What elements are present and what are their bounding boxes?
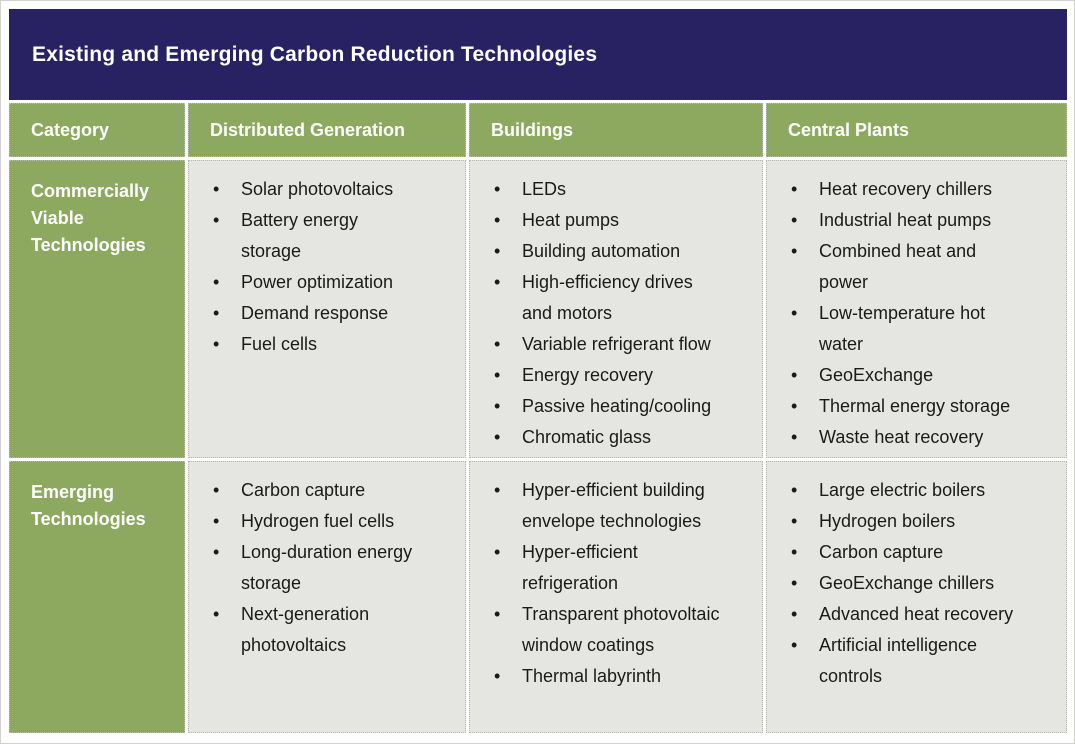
list-item: Long-duration energy storage xyxy=(189,537,422,599)
cell-viable-buildings: LEDsHeat pumpsBuilding automationHigh-ef… xyxy=(469,160,763,458)
list-item: Fuel cells xyxy=(189,329,422,360)
list-item: Heat pumps xyxy=(470,205,725,236)
list-item: Artificial intelligence controls xyxy=(767,630,1022,692)
list-item: Low-temperature hot water xyxy=(767,298,1022,360)
row-label-commercially-viable: Commercially Viable Technologies xyxy=(9,160,185,458)
cell-viable-distributed-generation: Solar photovoltaicsBattery energy storag… xyxy=(188,160,466,458)
list-item: Hyper-efficient refrigeration xyxy=(470,537,725,599)
table-title-bar: Existing and Emerging Carbon Reduction T… xyxy=(9,9,1067,100)
header-label-central-plants: Central Plants xyxy=(788,119,910,140)
bullet-list: Large electric boilersHydrogen boilersCa… xyxy=(767,475,1022,692)
list-item: Hyper-efficient building envelope techno… xyxy=(470,475,725,537)
list-item: Next-generation photovoltaics xyxy=(189,599,422,661)
list-item: Advanced heat recovery xyxy=(767,599,1022,630)
list-item: Large electric boilers xyxy=(767,475,1022,506)
list-item: Variable refrigerant flow xyxy=(470,329,725,360)
list-item: High-efficiency drives and motors xyxy=(470,267,725,329)
bullet-list: Hyper-efficient building envelope techno… xyxy=(470,475,725,692)
list-item: GeoExchange xyxy=(767,360,1022,391)
header-cell-central-plants: Central Plants xyxy=(766,103,1067,157)
list-item: Chromatic glass xyxy=(470,422,725,453)
list-item: Industrial heat pumps xyxy=(767,205,1022,236)
header-label-buildings: Buildings xyxy=(491,119,573,140)
bullet-list: Solar photovoltaicsBattery energy storag… xyxy=(189,174,422,360)
technologies-table: Category Distributed Generation Building… xyxy=(9,103,1067,733)
list-item: Transparent photovoltaic window coatings xyxy=(470,599,725,661)
header-label-category: Category xyxy=(31,119,110,140)
list-item: Thermal labyrinth xyxy=(470,661,725,692)
bullet-list: Heat recovery chillersIndustrial heat pu… xyxy=(767,174,1022,453)
list-item: Hydrogen fuel cells xyxy=(189,506,422,537)
list-item: Power optimization xyxy=(189,267,422,298)
bullet-list: LEDsHeat pumpsBuilding automationHigh-ef… xyxy=(470,174,725,453)
list-item: Carbon capture xyxy=(767,537,1022,568)
table-title: Existing and Emerging Carbon Reduction T… xyxy=(32,42,598,66)
list-item: GeoExchange chillers xyxy=(767,568,1022,599)
list-item: Building automation xyxy=(470,236,725,267)
cell-viable-central-plants: Heat recovery chillersIndustrial heat pu… xyxy=(766,160,1067,458)
list-item: Energy recovery xyxy=(470,360,725,391)
row-label-emerging: Emerging Technologies xyxy=(9,461,185,733)
list-item: Passive heating/cooling xyxy=(470,391,725,422)
cell-emerging-distributed-generation: Carbon captureHydrogen fuel cellsLong-du… xyxy=(188,461,466,733)
list-item: Demand response xyxy=(189,298,422,329)
header-cell-buildings: Buildings xyxy=(469,103,763,157)
header-cell-distributed-generation: Distributed Generation xyxy=(188,103,466,157)
list-item: Waste heat recovery xyxy=(767,422,1022,453)
list-item: Battery energy storage xyxy=(189,205,422,267)
list-item: Combined heat and power xyxy=(767,236,1022,298)
list-item: Carbon capture xyxy=(189,475,422,506)
list-item: Hydrogen boilers xyxy=(767,506,1022,537)
header-cell-category: Category xyxy=(9,103,185,157)
list-item: Solar photovoltaics xyxy=(189,174,422,205)
bullet-list: Carbon captureHydrogen fuel cellsLong-du… xyxy=(189,475,422,661)
cell-emerging-buildings: Hyper-efficient building envelope techno… xyxy=(469,461,763,733)
list-item: Thermal energy storage xyxy=(767,391,1022,422)
list-item: Heat recovery chillers xyxy=(767,174,1022,205)
cell-emerging-central-plants: Large electric boilersHydrogen boilersCa… xyxy=(766,461,1067,733)
header-label-distributed-generation: Distributed Generation xyxy=(210,119,406,140)
list-item: LEDs xyxy=(470,174,725,205)
